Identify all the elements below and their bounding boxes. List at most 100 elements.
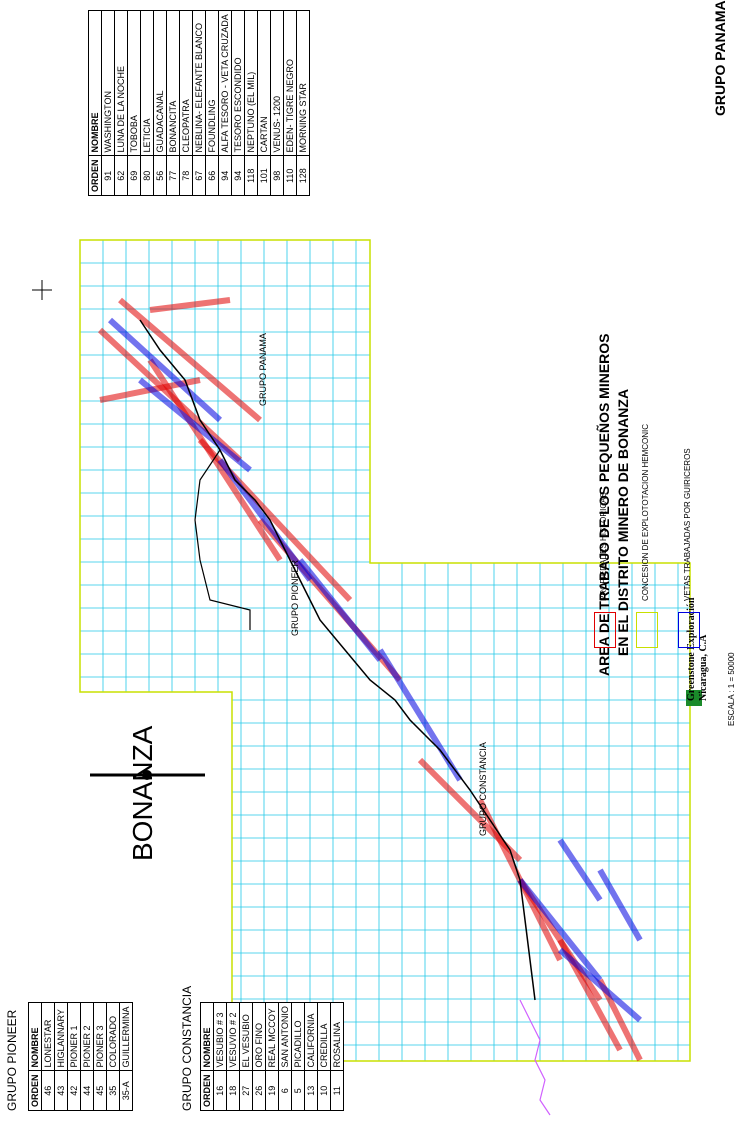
- order-cell: 56: [153, 155, 167, 196]
- order-cell: 118: [244, 155, 258, 196]
- constancia-table-title: GRUPO CONSTANCIA: [180, 985, 194, 1111]
- table-row: 91 WASHINGTON: [101, 10, 115, 196]
- order-cell: 46: [41, 1070, 55, 1111]
- order-cell: 66: [205, 155, 219, 196]
- table-row: 6 SAN ANTONIO: [278, 1002, 292, 1111]
- order-cell: 11: [330, 1070, 344, 1111]
- name-cell: EDEN- TIGRE NEGRO: [283, 10, 297, 156]
- table-row: 10 CREDILLA: [317, 1002, 331, 1111]
- pioneer-table-title: GRUPO PIONEER: [5, 1009, 19, 1111]
- table-row: 66 FOUNDLING: [205, 10, 219, 196]
- order-cell: 26: [252, 1070, 266, 1111]
- table-row: 110 EDEN- TIGRE NEGRO: [283, 10, 297, 196]
- table-row: 13 CALIFORNIA: [304, 1002, 318, 1111]
- order-cell: 44: [80, 1070, 94, 1111]
- name-cell: PIONER 1: [67, 1002, 81, 1071]
- name-cell: TESORO ESCONDIDO: [231, 10, 245, 156]
- name-cell: REAL MCCOY: [265, 1002, 279, 1071]
- table-row: 80 LETICIA: [140, 10, 154, 196]
- name-cell: MORNING STAR: [296, 10, 310, 156]
- name-cell: TOBOBA: [127, 10, 141, 156]
- table-header-row: ORDEN NOMBRE: [88, 10, 102, 196]
- scale-text: ESCALA : 1 = 50000: [727, 652, 736, 726]
- order-cell: 98: [270, 155, 284, 196]
- name-cell: ALFA TESORO - VETA CRUZADA: [218, 10, 232, 156]
- table-row: 18 VESUVIO # 2: [226, 1002, 240, 1111]
- concession-boundary: [79, 239, 691, 1062]
- name-cell: VENUS- 1200: [270, 10, 284, 156]
- legend-veins-label: VETAS TRABAJADAS POR GUIRICEROS: [683, 448, 692, 601]
- river-line: [139, 319, 536, 1001]
- magenta-stream: [519, 999, 551, 1116]
- panama-table: ORDEN NOMBRE 91 WASHINGTON 62 LUNA DE LA NOC…: [88, 10, 310, 196]
- order-cell: 5: [291, 1070, 305, 1111]
- name-cell: LETICIA: [140, 10, 154, 156]
- company-logo-icon: [686, 690, 702, 706]
- order-header: ORDEN: [200, 1070, 214, 1111]
- order-cell: 13: [304, 1070, 318, 1111]
- table-row: 35 COLORADO: [106, 1002, 120, 1111]
- table-row: 98 VENUS- 1200: [270, 10, 284, 196]
- order-cell: 94: [231, 155, 245, 196]
- name-cell: PIONER 3: [93, 1002, 107, 1071]
- table-row: 118 NEPTUNO (EL MIL): [244, 10, 258, 196]
- group-label-pioneer: GRUPO PIONEER: [290, 559, 300, 636]
- order-cell: 6: [278, 1070, 292, 1111]
- table-row: 69 TOBOBA: [127, 10, 141, 196]
- order-cell: 35: [106, 1070, 120, 1111]
- name-cell: CARTAN: [257, 10, 271, 156]
- name-cell: LUNA DE LA NOCHE: [114, 10, 128, 156]
- name-cell: FOUNDLING: [205, 10, 219, 156]
- town-name: BONANZA: [127, 725, 158, 861]
- table-row: 43 HIGLANNARY: [54, 1002, 68, 1111]
- name-cell: PICADILLO: [291, 1002, 305, 1071]
- panama-table-title: GRUPO PANAMA: [712, 0, 728, 116]
- table-row: 26 ORO FINO: [252, 1002, 266, 1111]
- table-header-row: ORDEN NOMBRE: [200, 1002, 214, 1111]
- name-cell: GUADACANAL: [153, 10, 167, 156]
- table-row: 78 CLEOPATRA: [179, 10, 193, 196]
- name-cell: BONANCITA: [166, 10, 180, 156]
- table-row: 35-A GUILLERMINA: [119, 1002, 133, 1111]
- legend-concession-label: CONCESION DE EXPLOTOTACION HEMCONIC: [641, 423, 650, 601]
- table-row: 46 LONESTAR: [41, 1002, 55, 1111]
- table-row: 16 VESUBIO # 3: [213, 1002, 227, 1111]
- order-cell: 67: [192, 155, 206, 196]
- legend-historic-label: PROPIEDADES HISTORICAS: [599, 492, 608, 601]
- order-cell: 19: [265, 1070, 279, 1111]
- order-cell: 16: [213, 1070, 227, 1111]
- map-title-line2: EN EL DISTRITO MINERO DE BONANZA: [615, 388, 631, 656]
- table-row: 19 REAL MCCOY: [265, 1002, 279, 1111]
- table-row: 67 NEBLINA- ELEFANTE BLANCO: [192, 10, 206, 196]
- table-row: 101 CARTAN: [257, 10, 271, 196]
- name-cell: LONESTAR: [41, 1002, 55, 1071]
- order-cell: 42: [67, 1070, 81, 1111]
- name-cell: GUILLERMINA: [119, 1002, 133, 1071]
- order-cell: 18: [226, 1070, 240, 1111]
- legend-historic-swatch: [594, 612, 616, 648]
- order-cell: 77: [166, 155, 180, 196]
- name-cell: NEPTUNO (EL MIL): [244, 10, 258, 156]
- table-row: 56 GUADACANAL: [153, 10, 167, 196]
- table-row: 94 TESORO ESCONDIDO: [231, 10, 245, 196]
- name-cell: SAN ANTONIO: [278, 1002, 292, 1071]
- table-row: 44 PIONER 2: [80, 1002, 94, 1111]
- name-header: NOMBRE: [88, 10, 102, 156]
- table-row: 45 PIONER 3: [93, 1002, 107, 1111]
- order-cell: 110: [283, 155, 297, 196]
- order-cell: 101: [257, 155, 271, 196]
- order-cell: 45: [93, 1070, 107, 1111]
- compass-rose-icon: [142, 770, 152, 780]
- order-cell: 62: [114, 155, 128, 196]
- order-cell: 94: [218, 155, 232, 196]
- legend-concession-swatch: [636, 612, 658, 648]
- order-cell: 35-A: [119, 1070, 133, 1111]
- pioneer-table: ORDEN NOMBRE 46 LONESTAR 43 HIGLANNARY 42 PION…: [28, 1002, 133, 1111]
- order-cell: 78: [179, 155, 193, 196]
- order-cell: 128: [296, 155, 310, 196]
- name-header: NOMBRE: [28, 1002, 42, 1071]
- table-row: 5 PICADILLO: [291, 1002, 305, 1111]
- table-row: 62 LUNA DE LA NOCHE: [114, 10, 128, 196]
